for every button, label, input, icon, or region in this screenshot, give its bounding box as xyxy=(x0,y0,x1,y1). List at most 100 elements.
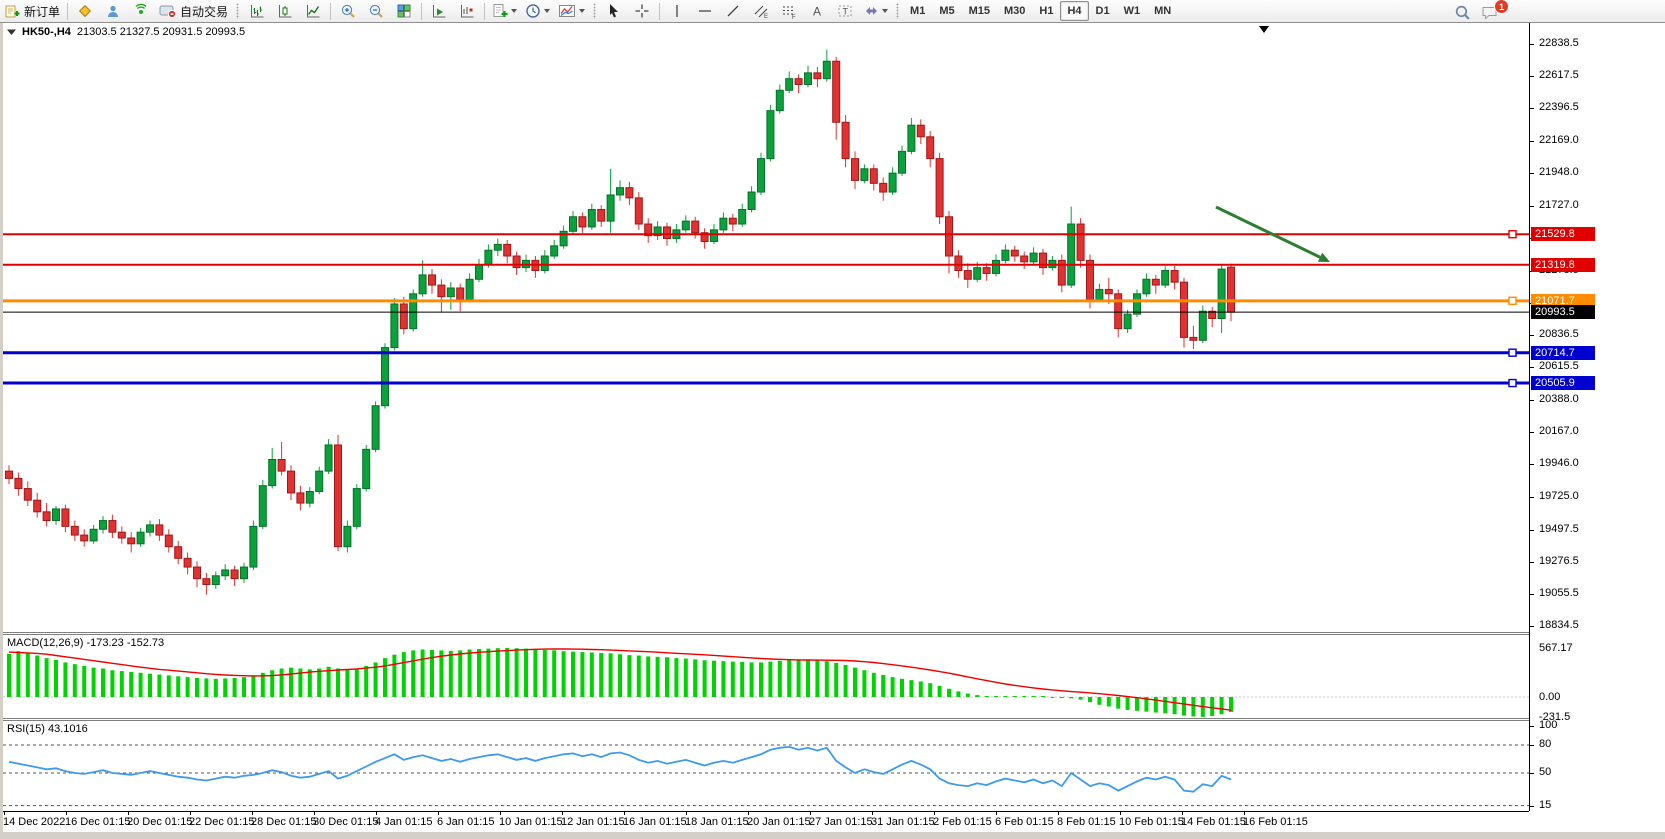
macd-histogram-bar xyxy=(1069,697,1074,699)
macd-canvas[interactable] xyxy=(3,636,1529,718)
macd-histogram-bar xyxy=(354,668,359,697)
time-tick xyxy=(686,812,687,815)
rsi-canvas[interactable] xyxy=(3,722,1529,811)
macd-histogram-bar xyxy=(448,650,453,697)
candle-body xyxy=(550,245,559,257)
timeframe-M15[interactable]: M15 xyxy=(968,5,990,17)
main-chart-canvas[interactable] xyxy=(3,23,1529,632)
chart-shift-button[interactable] xyxy=(453,0,481,22)
price-line-handle[interactable] xyxy=(1508,296,1517,306)
time-tick xyxy=(810,812,811,815)
candle-body xyxy=(240,566,248,580)
community-button[interactable] xyxy=(99,0,127,22)
channel-tool-button[interactable]: E xyxy=(747,0,775,22)
text-tool-button[interactable]: A xyxy=(803,0,831,22)
macd-histogram-bar xyxy=(947,688,951,697)
price-line-handle[interactable] xyxy=(1508,378,1517,388)
cursor-tool-button[interactable] xyxy=(600,0,628,22)
templates-button[interactable] xyxy=(554,0,589,22)
chart-top-marker-icon[interactable] xyxy=(1259,26,1269,33)
templates-dropdown-caret[interactable] xyxy=(579,9,586,13)
autotrading-button[interactable]: 自动交易 xyxy=(155,0,232,22)
periods-button[interactable] xyxy=(521,0,554,22)
arrows-dropdown-caret[interactable] xyxy=(882,9,889,13)
candle-body xyxy=(700,232,709,242)
trend-arrow-head[interactable] xyxy=(1317,252,1330,262)
trend-arrow-line[interactable] xyxy=(1215,205,1321,259)
macd-histogram-bar xyxy=(401,652,406,697)
candlestick-chart-button[interactable] xyxy=(271,0,299,22)
timeframe-W1[interactable]: W1 xyxy=(1123,5,1141,17)
trendline-tool-button[interactable] xyxy=(719,0,747,22)
macd-histogram-bar xyxy=(693,659,698,697)
timeframe-D1[interactable]: D1 xyxy=(1095,5,1110,17)
arrows-tool-button[interactable] xyxy=(859,0,892,22)
macd-histogram-bar xyxy=(1022,696,1027,697)
timeframe-H4[interactable]: H4 xyxy=(1060,1,1089,21)
time-axis[interactable]: 14 Dec 2022 16 Dec 01:15 20 Dec 01:15 22 De… xyxy=(3,811,1529,833)
candle-body xyxy=(475,264,483,280)
horizontal-line-tool-button[interactable] xyxy=(691,0,719,22)
periods-dropdown-caret[interactable] xyxy=(544,9,551,13)
time-tick xyxy=(624,812,625,815)
price-line-handle[interactable] xyxy=(1508,230,1517,239)
timeframe-M30[interactable]: M30 xyxy=(1004,5,1026,17)
macd-histogram-bar xyxy=(608,653,613,697)
price-axis[interactable]: 22838.5 22617.5 22396.5 22169.0 21948.0 21727… xyxy=(1529,23,1665,811)
candle-body xyxy=(42,511,51,522)
zoom-out-button[interactable] xyxy=(362,0,390,22)
candle-body xyxy=(371,405,380,450)
new-order-button[interactable]: 新订单 xyxy=(1,0,64,22)
toolbar-grip[interactable] xyxy=(896,3,900,19)
candle-body xyxy=(108,520,117,533)
vertical-line-tool-button[interactable] xyxy=(663,0,691,22)
macd-histogram-bar xyxy=(674,658,679,697)
candle-body xyxy=(578,216,587,228)
notifications-button[interactable]: 1 xyxy=(1476,0,1509,23)
macd-histogram-bar xyxy=(665,657,669,697)
time-label: 16 Dec 01:15 xyxy=(65,816,131,828)
time-label: 14 Feb 01:15 xyxy=(1181,816,1246,828)
candle-body xyxy=(277,458,286,472)
indicators-button[interactable] xyxy=(488,0,521,22)
bar-chart-button[interactable] xyxy=(243,0,271,22)
price-tick xyxy=(1530,173,1534,175)
time-label: 28 Dec 01:15 xyxy=(251,816,317,828)
metaeditor-button[interactable] xyxy=(71,0,99,22)
crosshair-tool-button[interactable] xyxy=(628,0,656,22)
text-label-tool-button[interactable]: T xyxy=(831,0,859,22)
candle-body xyxy=(1039,252,1047,269)
candle-body xyxy=(747,191,756,210)
panel-separator[interactable] xyxy=(3,632,1529,635)
panel-separator[interactable] xyxy=(3,718,1529,721)
auto-scroll-button[interactable] xyxy=(425,0,453,22)
candle-body xyxy=(399,303,408,330)
fibonacci-tool-button[interactable]: F xyxy=(775,0,803,22)
rsi-line xyxy=(8,745,1232,793)
price-line-handle[interactable] xyxy=(1508,348,1517,357)
tile-windows-button[interactable] xyxy=(390,0,418,22)
time-tick xyxy=(872,812,873,815)
timeframe-M1[interactable]: M1 xyxy=(910,5,926,17)
time-tick xyxy=(562,812,563,815)
chart-dropdown-icon[interactable] xyxy=(7,28,16,36)
candle-body xyxy=(362,448,371,490)
time-label: 20 Dec 01:15 xyxy=(127,816,193,828)
price-tick xyxy=(1530,561,1534,563)
zoom-in-button[interactable] xyxy=(334,0,362,22)
line-chart-button[interactable] xyxy=(299,0,327,22)
price-tick-label: 18834.5 xyxy=(1539,619,1579,631)
price-tick xyxy=(1530,593,1534,595)
indicators-dropdown-caret[interactable] xyxy=(511,9,518,13)
macd-histogram-bar xyxy=(994,696,998,697)
candle-body xyxy=(1170,270,1179,283)
signals-button[interactable] xyxy=(127,0,155,22)
toolbar-grip[interactable] xyxy=(593,3,597,19)
timeframe-M5[interactable]: M5 xyxy=(939,5,955,17)
search-button[interactable] xyxy=(1448,1,1476,23)
candle-body xyxy=(569,216,577,232)
timeframe-MN[interactable]: MN xyxy=(1154,5,1172,17)
macd-histogram-bar xyxy=(1012,696,1017,697)
toolbar-grip[interactable] xyxy=(236,3,240,19)
timeframe-H1[interactable]: H1 xyxy=(1039,5,1054,17)
